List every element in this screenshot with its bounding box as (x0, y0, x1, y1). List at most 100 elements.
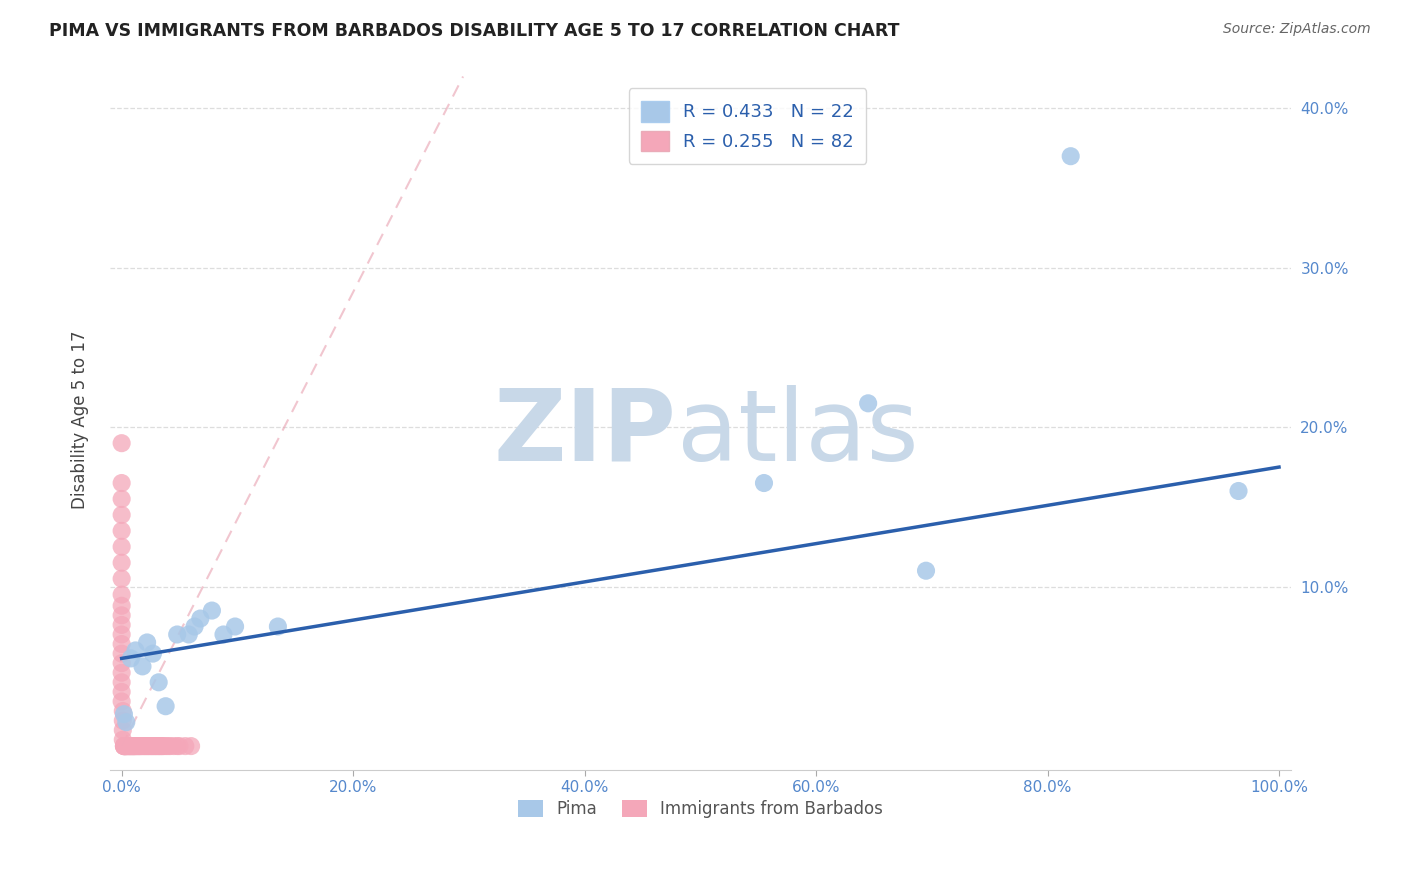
Point (141, 739, 163, 753)
Point (122, 739, 145, 753)
Point (115, 715, 138, 730)
Text: PIMA VS IMMIGRANTS FROM BARBADOS DISABILITY AGE 5 TO 17 CORRELATION CHART: PIMA VS IMMIGRANTS FROM BARBADOS DISABIL… (49, 22, 900, 40)
Point (111, 599, 134, 613)
Point (117, 739, 139, 753)
Point (111, 608, 134, 623)
Point (112, 739, 135, 753)
Point (120, 651, 142, 665)
Point (174, 739, 197, 753)
Point (915, 564, 938, 578)
Point (135, 739, 157, 753)
Point (122, 739, 145, 753)
Point (121, 739, 143, 753)
Point (150, 739, 173, 753)
Point (155, 739, 177, 753)
Point (115, 739, 138, 753)
Point (212, 627, 235, 641)
Point (120, 739, 142, 753)
Point (131, 739, 153, 753)
Point (115, 739, 138, 753)
Point (139, 739, 162, 753)
Point (124, 739, 146, 753)
Point (128, 739, 150, 753)
Point (1227, 483, 1250, 498)
Point (267, 619, 290, 633)
Point (138, 739, 160, 753)
Point (114, 739, 136, 753)
Point (111, 665, 134, 680)
Point (112, 739, 135, 753)
Point (166, 627, 188, 641)
Text: Source: ZipAtlas.com: Source: ZipAtlas.com (1223, 22, 1371, 37)
Point (112, 739, 135, 753)
Point (121, 739, 143, 753)
Point (136, 739, 159, 753)
Point (111, 540, 134, 554)
Point (201, 603, 224, 617)
Point (117, 739, 139, 753)
Point (111, 732, 134, 747)
Point (142, 647, 165, 661)
Point (129, 739, 152, 753)
Point (111, 508, 134, 522)
Point (145, 739, 167, 753)
Point (117, 739, 139, 753)
Point (166, 739, 188, 753)
Y-axis label: Disability Age 5 to 17: Disability Age 5 to 17 (72, 330, 89, 508)
Point (149, 739, 172, 753)
Point (146, 739, 169, 753)
Point (183, 619, 205, 633)
Point (136, 739, 159, 753)
Point (132, 739, 155, 753)
Point (142, 739, 165, 753)
Point (111, 714, 134, 728)
Point (148, 739, 170, 753)
Point (124, 739, 146, 753)
Point (117, 739, 139, 753)
Point (111, 694, 134, 708)
Point (136, 635, 159, 649)
Point (111, 704, 134, 718)
Point (111, 685, 134, 699)
Point (111, 656, 134, 670)
Point (111, 588, 134, 602)
Point (134, 739, 156, 753)
Point (112, 739, 135, 753)
Point (111, 572, 134, 586)
Point (125, 739, 148, 753)
Point (224, 619, 246, 633)
Point (114, 739, 136, 753)
Point (163, 739, 186, 753)
Point (131, 739, 153, 753)
Point (118, 739, 141, 753)
Point (856, 396, 879, 410)
Point (124, 643, 146, 657)
Point (127, 739, 149, 753)
Point (156, 739, 179, 753)
Point (111, 618, 134, 632)
Point (152, 739, 174, 753)
Point (188, 611, 211, 625)
Point (180, 739, 202, 753)
Point (111, 675, 134, 690)
Point (169, 739, 191, 753)
Point (1060, 149, 1083, 163)
Text: atlas: atlas (676, 384, 918, 482)
Point (111, 556, 134, 570)
Point (752, 476, 775, 491)
Text: ZIP: ZIP (494, 384, 676, 482)
Point (150, 739, 173, 753)
Point (118, 739, 141, 753)
Point (111, 723, 134, 738)
Point (111, 627, 134, 641)
Point (177, 627, 200, 641)
Point (155, 699, 177, 714)
Legend: Pima, Immigrants from Barbados: Pima, Immigrants from Barbados (510, 793, 890, 825)
Point (143, 739, 166, 753)
Point (148, 675, 170, 690)
Point (111, 491, 134, 506)
Point (124, 739, 146, 753)
Point (124, 739, 146, 753)
Point (111, 524, 134, 538)
Point (111, 647, 134, 661)
